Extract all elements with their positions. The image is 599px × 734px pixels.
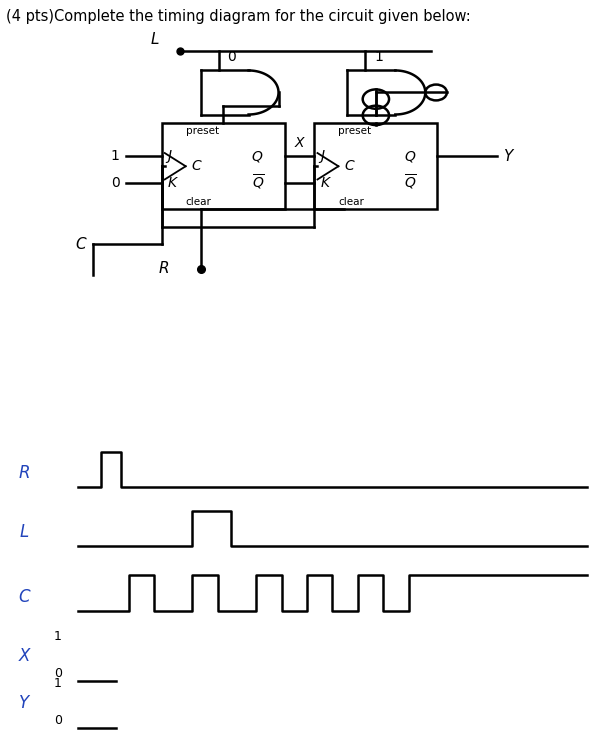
Text: 0: 0 [228, 50, 237, 64]
Text: Y: Y [19, 694, 29, 713]
Text: clear: clear [186, 197, 211, 207]
Text: preset: preset [186, 126, 219, 136]
Text: C: C [75, 237, 86, 252]
Text: Q: Q [252, 149, 262, 164]
Bar [162, 123, 285, 209]
Text: $\overline{Q}$: $\overline{Q}$ [404, 173, 418, 192]
Text: (4 pts)Complete the timing diagram for the circuit given below:: (4 pts)Complete the timing diagram for t… [6, 9, 471, 23]
Text: R: R [159, 261, 170, 276]
Text: C: C [192, 159, 201, 173]
Text: J: J [320, 149, 325, 164]
Text: 1: 1 [374, 50, 383, 64]
Text: 0: 0 [111, 175, 120, 190]
Text: C: C [344, 159, 354, 173]
Text: X: X [295, 136, 304, 150]
Text: 1: 1 [54, 630, 62, 643]
Text: preset: preset [338, 126, 371, 136]
Text: $\overline{Q}$: $\overline{Q}$ [252, 173, 265, 192]
Text: L: L [150, 32, 159, 47]
Bar [314, 123, 437, 209]
Text: 1: 1 [54, 677, 62, 690]
Text: K: K [168, 175, 177, 190]
Text: 0: 0 [54, 713, 62, 727]
Text: 0: 0 [54, 666, 62, 680]
Text: clear: clear [338, 197, 364, 207]
Text: Y: Y [503, 149, 513, 164]
Text: J: J [168, 149, 172, 164]
Text: C: C [18, 588, 30, 606]
Text: X: X [19, 647, 29, 666]
Text: R: R [18, 465, 30, 482]
Text: Q: Q [404, 149, 415, 164]
Text: L: L [19, 523, 29, 541]
Text: 1: 1 [111, 149, 120, 164]
Text: K: K [320, 175, 329, 190]
